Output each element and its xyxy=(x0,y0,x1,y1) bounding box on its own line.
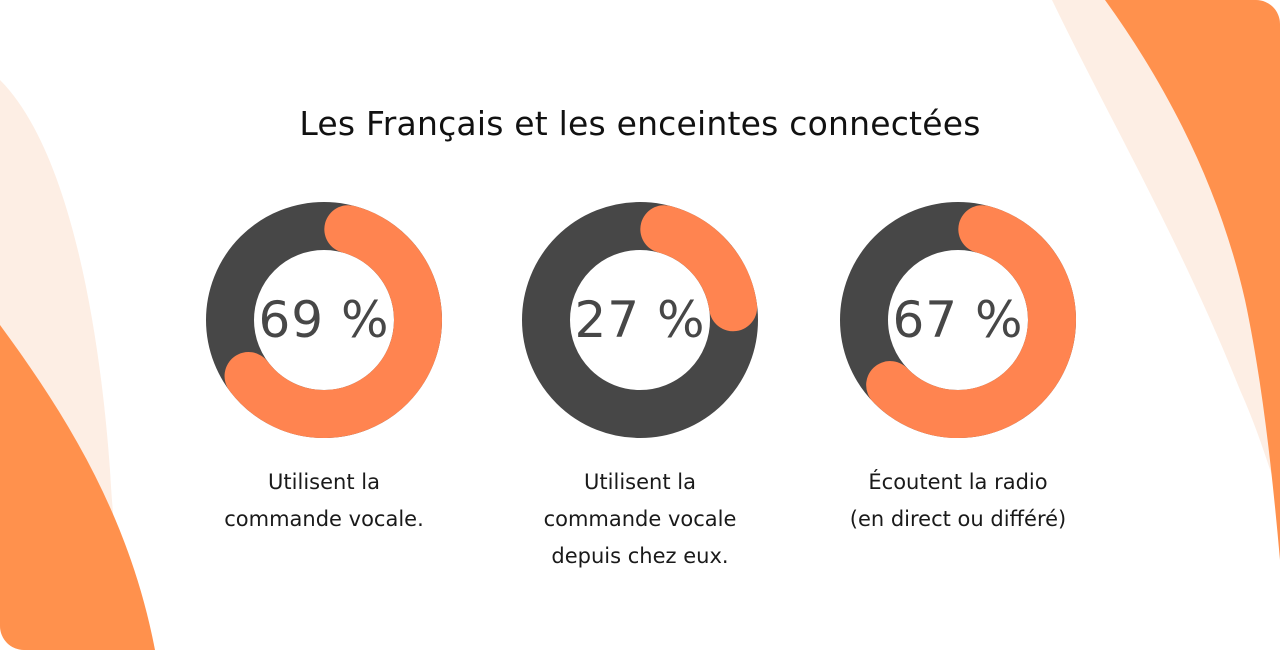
donut-arc-3 xyxy=(866,205,1076,438)
caption-1-line-1: Utilisent la xyxy=(268,470,380,494)
percentage-label-1: 69 % xyxy=(258,291,390,349)
caption-3-line-2: (en direct ou différé) xyxy=(849,507,1067,531)
caption-2-line-3: depuis chez eux. xyxy=(551,544,729,568)
chart-title: Les Français et les enceintes connectées xyxy=(299,104,981,143)
donut-arc-1 xyxy=(224,205,442,438)
donut-chart-2 xyxy=(522,202,758,438)
donut-chart-1 xyxy=(206,202,442,438)
right-orange-blob xyxy=(1105,0,1280,560)
caption-3-line-1: Écoutent la radio xyxy=(868,470,1048,494)
percentage-label-2: 27 % xyxy=(574,291,706,349)
caption-2-line-2: commande vocale xyxy=(543,507,737,531)
caption-2-line-1: Utilisent la xyxy=(584,470,696,494)
left-orange-blob xyxy=(0,325,155,650)
donut-arc-2 xyxy=(640,205,758,332)
donut-block-3: 67 % Écoutent la radio (en direct ou dif… xyxy=(808,200,1108,580)
donut-block-1: 69 % Utilisent la commande vocale. xyxy=(174,200,474,580)
caption-1-line-2: commande vocale. xyxy=(224,507,424,531)
donut-block-2: 27 % Utilisent la commande vocale depuis… xyxy=(490,200,790,580)
caption-1: Utilisent la commande vocale. xyxy=(174,464,474,538)
percentage-label-3: 67 % xyxy=(892,291,1024,349)
caption-3: Écoutent la radio (en direct ou différé) xyxy=(808,464,1108,538)
caption-2: Utilisent la commande vocale depuis chez… xyxy=(490,464,790,575)
donut-chart-3 xyxy=(840,202,1076,438)
